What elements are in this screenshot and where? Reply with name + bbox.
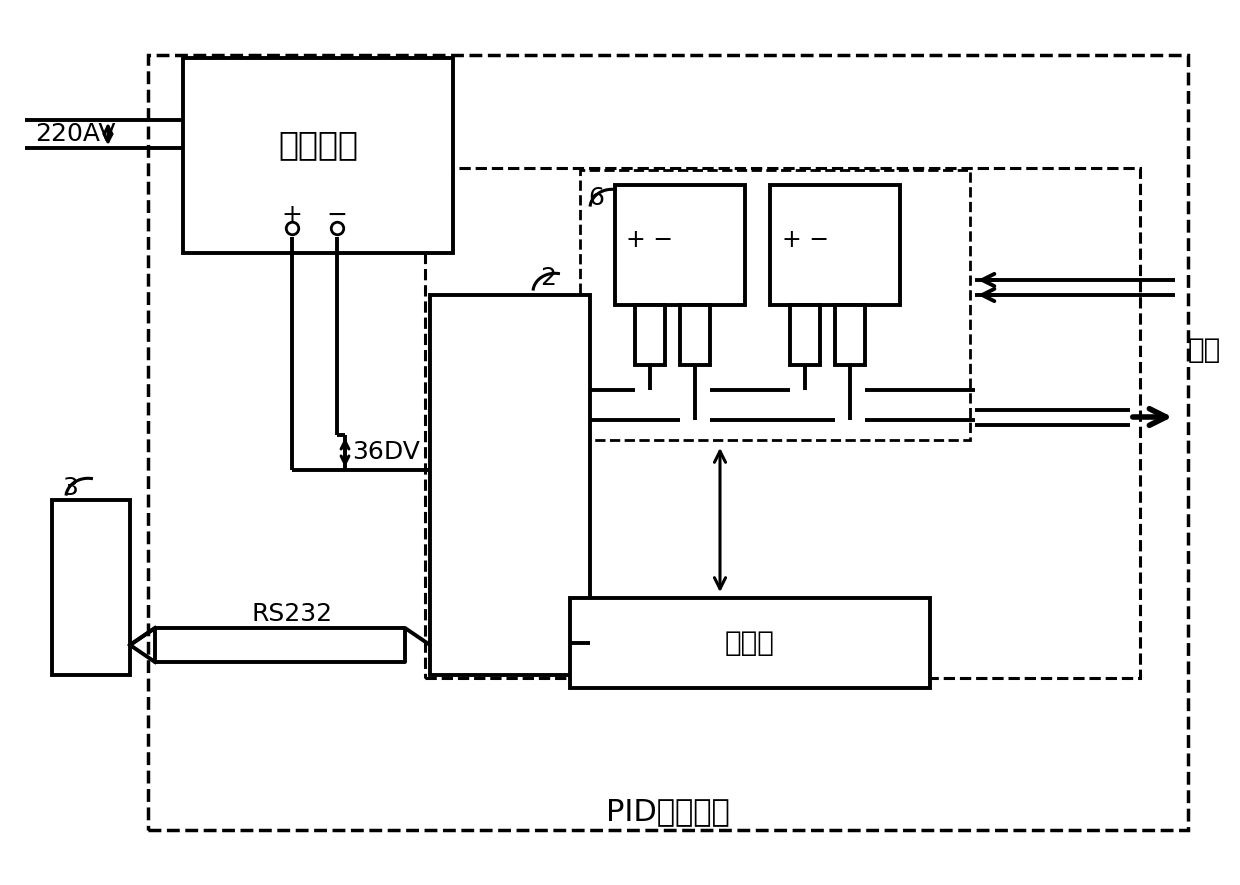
Text: RS232: RS232 — [252, 602, 332, 626]
Text: +: + — [281, 203, 303, 227]
Bar — [635, 305, 665, 365]
Bar — [790, 305, 820, 365]
Text: 220AV: 220AV — [35, 122, 115, 146]
Text: 传感器: 传感器 — [725, 629, 775, 657]
Text: 3: 3 — [62, 476, 78, 500]
Bar — [425, 168, 1140, 678]
Bar — [580, 170, 970, 440]
Bar — [184, 58, 453, 253]
Bar — [430, 295, 590, 675]
Text: 直流电源: 直流电源 — [278, 128, 358, 161]
Bar — [615, 185, 745, 305]
Bar — [148, 55, 1188, 830]
Bar — [52, 500, 130, 675]
Text: −: − — [326, 203, 347, 227]
Bar — [680, 305, 711, 365]
Text: PID控制系统: PID控制系统 — [606, 797, 730, 827]
Text: 水冷: 水冷 — [1188, 336, 1221, 364]
Text: + −: + − — [781, 228, 828, 252]
Bar — [570, 598, 930, 688]
Text: + −: + − — [626, 228, 673, 252]
Text: 2: 2 — [539, 266, 556, 290]
Bar — [835, 305, 866, 365]
Text: 36DV: 36DV — [352, 440, 420, 464]
Bar — [770, 185, 900, 305]
Text: 6: 6 — [588, 186, 604, 210]
